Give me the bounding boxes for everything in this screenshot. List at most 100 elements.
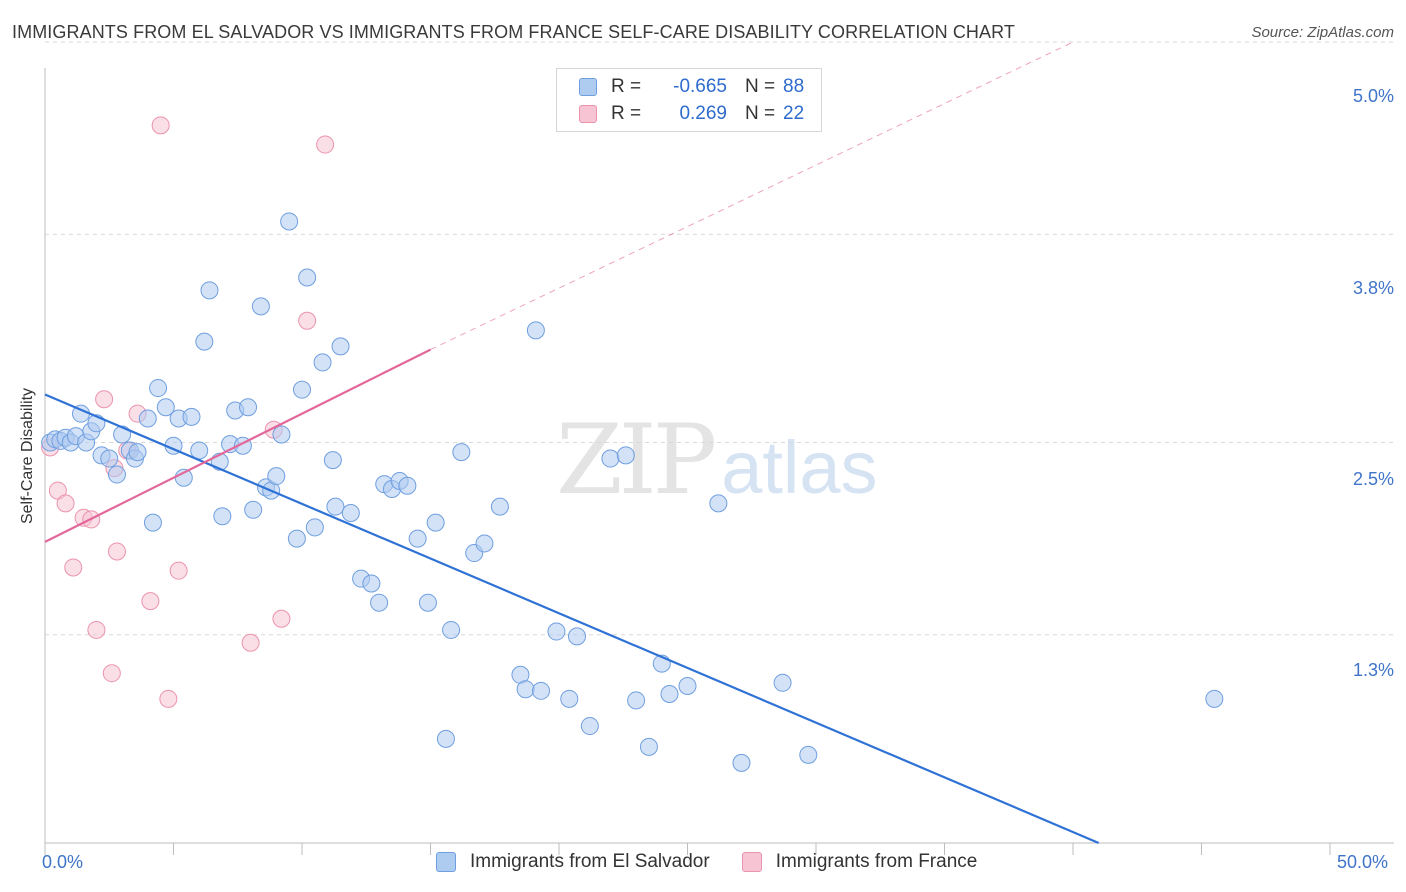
el-salvador-point [298, 268, 317, 287]
france-point [159, 689, 178, 708]
el-salvador-point [305, 518, 324, 537]
el-salvador-point [436, 729, 455, 748]
el-salvador-point [149, 379, 168, 398]
france-point [169, 561, 188, 580]
el-salvador-point [516, 680, 535, 699]
france-point [316, 135, 335, 154]
el-salvador-point [100, 449, 119, 468]
correlation-legend: R = -0.665 N = 88 R = 0.269 N = 22 [556, 68, 822, 132]
france-point [107, 542, 126, 561]
el-salvador-point [107, 465, 126, 484]
el-salvador-point [239, 398, 258, 417]
axes [44, 68, 1394, 855]
legend-label-france: Immigrants from France [775, 851, 978, 872]
el-salvador-trend-line [44, 393, 1100, 845]
r-label: R = [611, 103, 642, 124]
el-salvador-point [490, 497, 509, 516]
france-point [87, 620, 106, 639]
y-tick-label-1-3: 1.3% [1352, 660, 1394, 680]
el-salvador-point [293, 380, 311, 399]
el-salvador-point [547, 622, 566, 641]
blue-swatch-icon [579, 78, 597, 96]
el-salvador-point [331, 337, 350, 356]
y-axis-label: Self-Care Disability [19, 387, 36, 525]
france-point [64, 558, 83, 577]
x-tick-label-min: 0.0% [42, 852, 84, 872]
n-label: N = [745, 103, 776, 124]
france-point [151, 116, 170, 135]
el-salvador-point [616, 446, 635, 465]
el-salvador-point [195, 332, 214, 351]
el-salvador-point [398, 476, 417, 495]
el-salvador-point [128, 443, 147, 462]
zipatlas-watermark: ZIP atlas [556, 404, 878, 516]
el-salvador-point [280, 212, 299, 231]
el-salvador-point [138, 409, 157, 428]
el-salvador-point [113, 425, 132, 444]
r-label: R = [611, 76, 642, 97]
r-value: -0.665 [673, 76, 727, 97]
series-legend: Immigrants from El Salvador Immigrants f… [436, 851, 1009, 873]
france-point [141, 592, 160, 611]
el-salvador-point [532, 681, 551, 700]
trend-lines [430, 41, 1074, 351]
el-salvador-point [639, 737, 658, 756]
el-salvador-point [601, 449, 620, 468]
el-salvador-point [408, 529, 427, 548]
el-salvador-point [323, 451, 342, 470]
france-point [56, 494, 75, 513]
pink-swatch-icon [579, 105, 597, 123]
el-salvador-point [799, 745, 818, 764]
france-point [272, 609, 291, 628]
el-salvador-point [418, 593, 437, 612]
el-salvador-point [156, 398, 175, 417]
n-label: N = [745, 76, 776, 97]
watermark-zip: ZIP [556, 404, 717, 516]
el-salvador-point [773, 673, 792, 692]
el-salvador-point [341, 504, 360, 523]
watermark-atlas: atlas [721, 426, 878, 509]
france-trend-line [44, 348, 431, 543]
france-point [241, 633, 260, 652]
el-salvador-point [267, 467, 286, 486]
blue-swatch-icon [436, 852, 456, 872]
france-point [298, 311, 317, 330]
grid-lines [45, 41, 1394, 636]
x-tick-label-max: 50.0% [1337, 852, 1389, 872]
el-salvador-point [213, 507, 232, 526]
france-point [102, 664, 121, 683]
el-salvador-point [182, 407, 201, 426]
el-salvador-point [426, 513, 445, 532]
el-salvador-point [560, 689, 579, 708]
el-salvador-point [526, 321, 545, 340]
el-salvador-point [362, 574, 381, 593]
el-salvador-point [567, 627, 586, 646]
el-salvador-point [678, 677, 697, 696]
el-salvador-point [143, 513, 162, 532]
legend-label-el-salvador: Immigrants from El Salvador [470, 851, 710, 872]
legend-item-france[interactable]: Immigrants from France [741, 851, 978, 873]
el-salvador-point [287, 529, 306, 548]
legend-item-el-salvador[interactable]: Immigrants from El Salvador [436, 851, 710, 873]
r-value: 0.269 [679, 103, 727, 124]
y-tick-label-5-0: 5.0% [1352, 86, 1394, 106]
el-salvador-point [1205, 689, 1224, 708]
el-salvador-point [709, 494, 728, 513]
chart-title: IMMIGRANTS FROM EL SALVADOR VS IMMIGRANT… [12, 22, 1015, 42]
el-salvador-point [660, 685, 679, 704]
el-salvador-point [627, 691, 646, 710]
y-tick-label-2-5: 2.5% [1352, 469, 1394, 489]
n-value: 22 [783, 103, 805, 124]
el-salvador-point [244, 500, 263, 519]
el-salvador-point [442, 620, 461, 639]
el-salvador-point [313, 353, 332, 372]
legend-row-el-salvador: R = -0.665 N = 88 [579, 74, 804, 100]
el-salvador-point [326, 497, 345, 516]
el-salvador-point [452, 443, 471, 462]
el-salvador-point [370, 593, 389, 612]
el-salvador-point [251, 297, 270, 316]
source-credit: Source: ZipAtlas.com [1251, 24, 1394, 41]
n-value: 88 [783, 76, 805, 97]
france-trend-extension [430, 41, 1074, 351]
